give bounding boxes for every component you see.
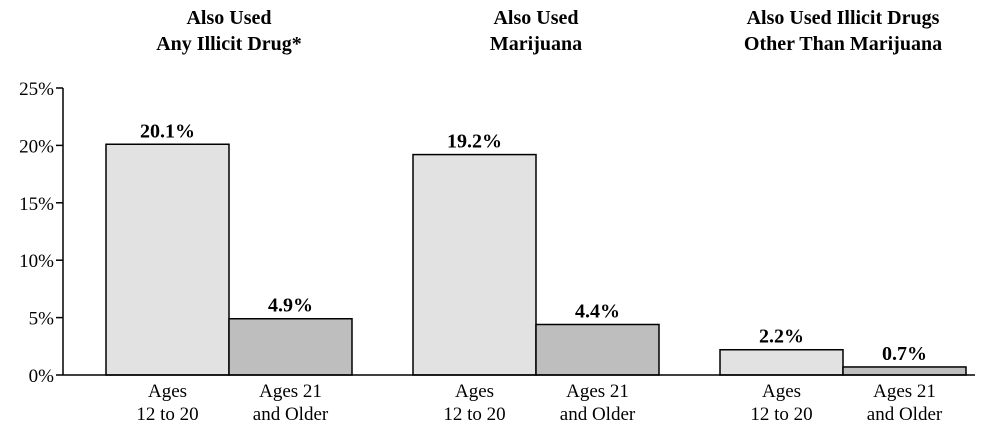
x-tick-label-line: 12 to 20 <box>443 404 505 425</box>
y-tick-label: 15% <box>19 194 54 215</box>
value-label: 4.4% <box>575 300 620 322</box>
x-tick-label: Ages 21 and Older <box>867 381 943 425</box>
bar <box>412 153 537 376</box>
value-label: 20.1% <box>140 120 195 142</box>
group-title: Also Used Illicit Drugs Other Than Mariju… <box>744 7 942 55</box>
group-title-line: Any Illicit Drug* <box>156 33 302 55</box>
value-label: 2.2% <box>759 326 804 348</box>
x-tick-label: Ages 12 to 20 <box>136 381 198 425</box>
group-title: Also Used Any Illicit Drug* <box>156 7 302 55</box>
y-tick-label: 10% <box>19 251 54 272</box>
bar <box>105 143 230 376</box>
group-title-line: Also Used Illicit Drugs <box>747 7 940 29</box>
bar <box>535 323 660 376</box>
x-tick-label-line: 12 to 20 <box>750 404 812 425</box>
x-tick-label: Ages 12 to 20 <box>443 381 505 425</box>
x-tick-label: Ages 21 and Older <box>253 381 329 425</box>
x-tick-label-line: Ages <box>148 381 187 402</box>
x-tick-label-line: and Older <box>867 404 943 425</box>
x-tick-label-line: Ages 21 <box>259 381 322 402</box>
x-tick-label-line: Ages 21 <box>873 381 936 402</box>
x-tick-label-line: and Older <box>560 404 636 425</box>
group-title-line: Marijuana <box>490 33 582 55</box>
bar <box>842 366 967 376</box>
group-title-line: Also Used <box>493 7 578 29</box>
group-title: Also Used Marijuana <box>490 7 582 55</box>
x-tick-label: Ages 21 and Older <box>560 381 636 425</box>
bar <box>719 348 844 376</box>
y-tick-label: 5% <box>29 309 55 330</box>
value-label: 4.9% <box>268 295 313 317</box>
x-tick-label-line: Ages 21 <box>566 381 629 402</box>
x-tick-label-line: 12 to 20 <box>136 404 198 425</box>
x-tick-label-line: Ages <box>762 381 801 402</box>
x-tick-label: Ages 12 to 20 <box>750 381 812 425</box>
x-tick-label-line: Ages <box>455 381 494 402</box>
group-title-line: Other Than Marijuana <box>744 33 942 55</box>
value-label: 19.2% <box>447 131 502 153</box>
bar <box>228 317 353 376</box>
group-title-line: Also Used <box>186 7 271 29</box>
x-tick-label-line: and Older <box>253 404 329 425</box>
value-label: 0.7% <box>882 343 927 365</box>
y-tick-label: 0% <box>29 366 55 387</box>
y-tick-label: 20% <box>19 136 54 157</box>
y-tick-label: 25% <box>19 79 54 100</box>
